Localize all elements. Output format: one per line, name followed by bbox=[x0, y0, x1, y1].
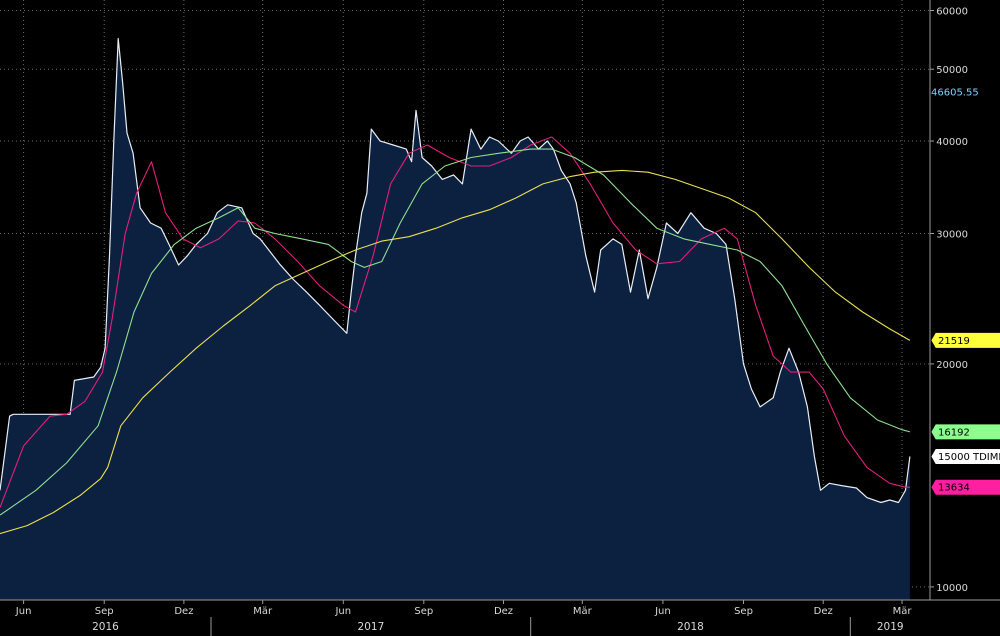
price-tag-ma-slow-label: 21519 bbox=[938, 336, 970, 347]
x-tick-label: Dez bbox=[174, 606, 193, 617]
x-tick-label: Sep bbox=[95, 606, 114, 617]
x-tick-label: Jun bbox=[654, 606, 671, 617]
x-tick-label: Dez bbox=[814, 606, 833, 617]
price-area bbox=[0, 38, 910, 600]
y-tick-label: 60000 bbox=[936, 7, 968, 18]
series-ma-fast-line bbox=[0, 136, 910, 508]
x-tick-label: Sep bbox=[414, 606, 433, 617]
y-tick-label: 40000 bbox=[936, 137, 968, 148]
y-tick-label: 30000 bbox=[936, 230, 968, 241]
price-tag-ma-fast-box bbox=[931, 479, 1000, 495]
x-year-label: 2018 bbox=[677, 621, 704, 633]
price-tag-ma-slow-box bbox=[931, 332, 1000, 348]
x-axis: Jun Sep Dez Mär Jun Sep Dez Mär Jun Sep Dez Mär 2016… bbox=[0, 599, 1000, 636]
price-tag-ma-fast-label: 13634 bbox=[938, 483, 970, 494]
x-tick-label: Mär bbox=[253, 606, 273, 617]
y-tick-label: 10000 bbox=[936, 583, 968, 594]
x-tick-label: Mär bbox=[893, 606, 913, 617]
price-tag-ma-medium-label: 16192 bbox=[938, 427, 970, 438]
price-tag-last-price-box bbox=[931, 449, 1000, 464]
price-tag-last-price-label: 15000 TDIMH bbox=[938, 452, 1000, 463]
x-tick-label: Jun bbox=[15, 606, 32, 617]
y-tick-label: 20000 bbox=[936, 360, 968, 371]
price-tag-top-label: 46605.55 bbox=[931, 87, 979, 98]
series-price-line bbox=[0, 37, 911, 504]
price-tags: 46605.55 21519 16192 15000 TDIMH 13634 bbox=[931, 87, 1000, 495]
series-lines bbox=[0, 37, 911, 535]
price-tag-ma-medium-box bbox=[931, 424, 1000, 440]
x-year-label: 2019 bbox=[877, 621, 904, 633]
x-tick-label: Sep bbox=[734, 606, 753, 617]
series-ma-slow-line bbox=[0, 169, 911, 535]
x-tick-label: Mär bbox=[573, 606, 593, 617]
x-tick-label: Dez bbox=[494, 606, 513, 617]
y-tick-label: 50000 bbox=[936, 65, 968, 76]
series-ma-medium-line bbox=[0, 148, 911, 516]
y-axis: 10000 20000 30000 40000 50000 60000 bbox=[929, 0, 968, 600]
x-tick-label: Jun bbox=[334, 606, 351, 617]
x-year-label: 2016 bbox=[92, 621, 119, 633]
x-year-label: 2017 bbox=[358, 621, 385, 633]
series-price-fill bbox=[0, 38, 910, 600]
